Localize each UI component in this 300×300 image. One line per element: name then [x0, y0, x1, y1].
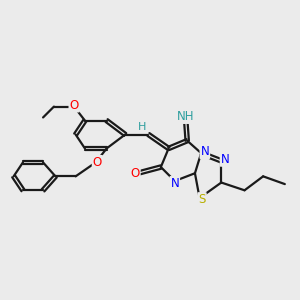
Text: O: O — [93, 156, 102, 169]
Text: NH: NH — [177, 110, 194, 123]
Text: S: S — [198, 193, 206, 206]
Text: O: O — [69, 99, 79, 112]
Text: N: N — [200, 145, 209, 158]
Text: H: H — [138, 122, 146, 132]
Text: N: N — [220, 153, 230, 166]
Text: O: O — [130, 167, 140, 180]
Text: N: N — [170, 177, 179, 190]
